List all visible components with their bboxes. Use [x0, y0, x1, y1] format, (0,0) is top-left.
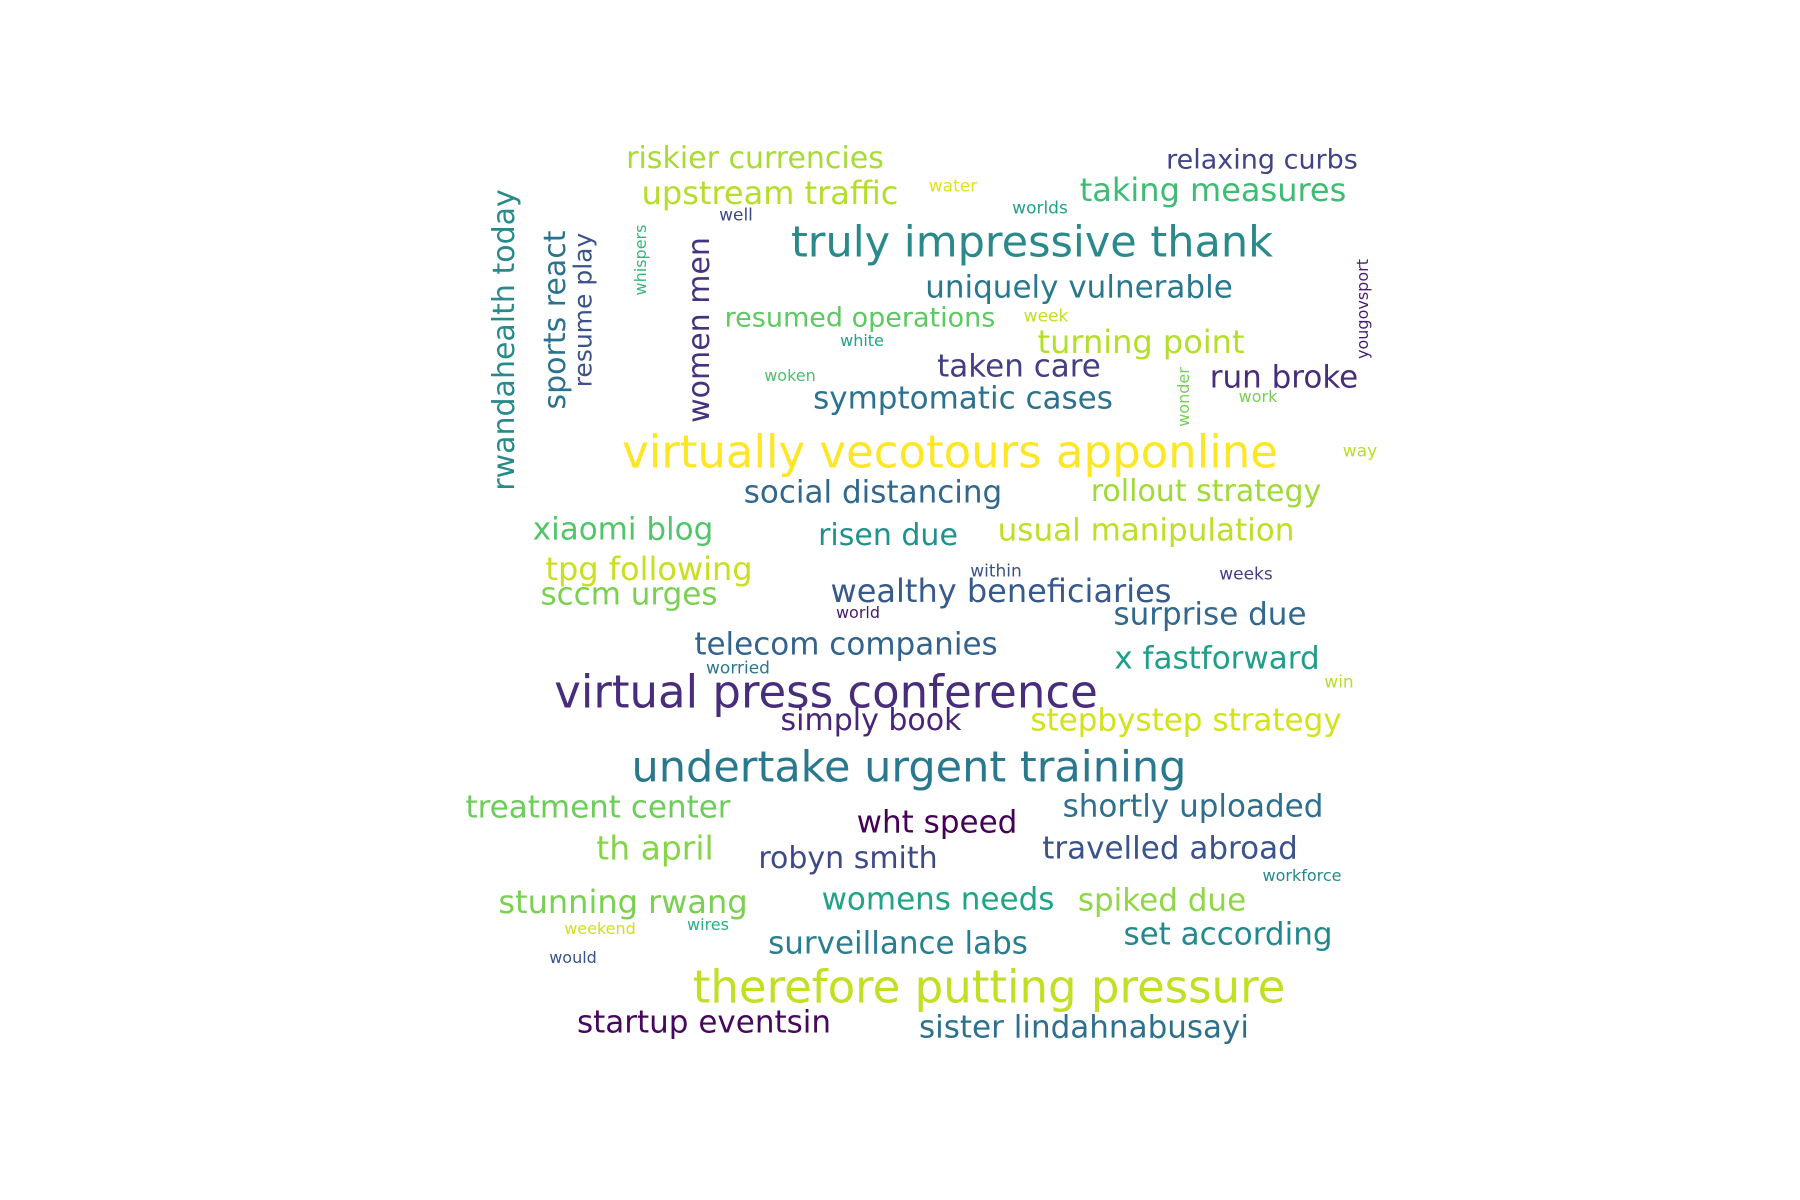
word-cloud-term: robyn smith — [758, 841, 938, 876]
word-cloud-term: world — [835, 603, 881, 622]
word-cloud-term: startup eventsin — [576, 1004, 832, 1041]
word-cloud-term: water — [928, 176, 978, 197]
word-cloud-term: sports react — [538, 230, 573, 410]
word-cloud-term: riskier currencies — [626, 141, 884, 176]
word-cloud-term: virtual press conference — [554, 665, 1098, 719]
word-cloud-term: white — [840, 331, 884, 350]
word-cloud-term: worried — [706, 658, 770, 679]
word-cloud-term: sccm urges — [540, 576, 718, 613]
word-cloud-term: risen due — [818, 518, 958, 553]
word-cloud-term: stepbystep strategy — [1030, 702, 1342, 739]
word-cloud-term: worlds — [1012, 198, 1068, 219]
word-cloud-term: tpg following — [545, 550, 753, 588]
word-cloud-term: week — [1023, 306, 1069, 327]
word-cloud-term: yougovsport — [1353, 259, 1372, 359]
word-cloud-term: well — [719, 205, 753, 226]
word-cloud-term: resume play — [568, 232, 598, 388]
word-cloud-term: treatment center — [465, 789, 731, 826]
word-cloud-term: within — [970, 561, 1022, 582]
word-cloud-term: taking measures — [1079, 171, 1347, 209]
word-cloud-term: resumed operations — [724, 302, 996, 334]
word-cloud-term: women men — [682, 237, 717, 423]
word-cloud-term: rollout strategy — [1090, 474, 1322, 509]
word-cloud-term: run broke — [1209, 359, 1359, 396]
word-cloud-term: x fastforward — [1114, 640, 1320, 677]
word-cloud-term: would — [549, 948, 597, 967]
word-cloud-term: womens needs — [821, 881, 1055, 918]
word-cloud-term: uniquely vulnerable — [925, 269, 1233, 306]
word-cloud-term: symptomatic cases — [813, 380, 1113, 417]
word-cloud-term: woken — [764, 366, 816, 385]
word-cloud-term: virtually vecotours apponline — [622, 425, 1278, 479]
word-cloud-term: therefore putting pressure — [692, 960, 1286, 1014]
word-cloud-term: surveillance labs — [768, 925, 1028, 962]
word-cloud-term: workforce — [1262, 866, 1342, 885]
word-cloud-term: wires — [687, 915, 729, 934]
word-cloud-term: th april — [596, 828, 714, 868]
word-cloud-term: undertake urgent training — [631, 742, 1187, 793]
word-cloud-term: wonder — [1174, 367, 1193, 427]
word-cloud-term: win — [1324, 672, 1354, 693]
word-cloud-term: upstream traffic — [641, 174, 899, 212]
word-cloud-term: set according — [1123, 916, 1333, 953]
word-cloud-term: whispers — [631, 224, 650, 296]
word-cloud-term: rwandahealth today — [487, 189, 522, 491]
word-cloud-term: work — [1238, 387, 1278, 406]
word-cloud-term: turning point — [1037, 323, 1245, 361]
word-cloud-term: xiaomi blog — [532, 511, 714, 548]
word-cloud-term: relaxing curbs — [1166, 144, 1358, 176]
word-cloud-term: sister lindahnabusayi — [918, 1009, 1250, 1046]
word-cloud-term: shortly uploaded — [1062, 788, 1324, 825]
word-cloud-term: weekend — [564, 919, 636, 938]
word-cloud-term: way — [1342, 441, 1378, 462]
word-cloud-term: surprise due — [1113, 596, 1307, 633]
word-cloud-term: stunning rwang — [498, 883, 748, 921]
word-cloud-term: truly impressive thank — [790, 217, 1274, 268]
word-cloud-term: telecom companies — [694, 626, 998, 663]
word-cloud-term: social distancing — [743, 474, 1003, 511]
word-cloud-term: taken care — [937, 348, 1101, 385]
word-cloud-term: simply book — [780, 703, 962, 738]
word-cloud-term: wealthy beneficiaries — [830, 572, 1172, 610]
word-cloud-term: spiked due — [1077, 882, 1247, 919]
word-cloud-term: wht speed — [856, 804, 1018, 841]
word-cloud-term: travelled abroad — [1042, 830, 1298, 867]
word-cloud-term: usual manipulation — [997, 512, 1295, 549]
word-cloud-term: weeks — [1219, 564, 1273, 585]
